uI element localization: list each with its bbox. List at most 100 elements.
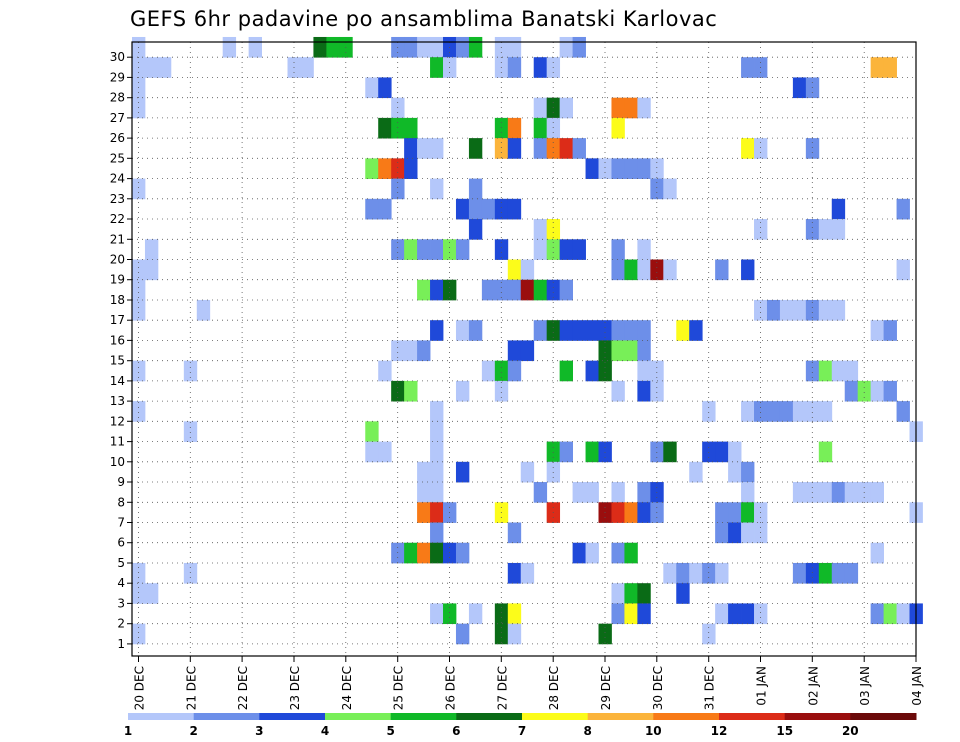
- heatmap-cell: [507, 138, 522, 159]
- heatmap-cell: [481, 198, 496, 220]
- heatmap-cell: [507, 259, 522, 281]
- heatmap-cell: [455, 198, 470, 220]
- colorbar-segment: [784, 713, 851, 720]
- heatmap-cell: [624, 340, 638, 362]
- heatmap-cell: [754, 299, 768, 321]
- heatmap-cell: [611, 320, 625, 341]
- heatmap-cell: [559, 138, 573, 159]
- heatmap-cell: [702, 441, 716, 463]
- heatmap-cell: [611, 259, 625, 281]
- heatmap-cell: [533, 138, 548, 159]
- heatmap-cell: [702, 401, 716, 422]
- heatmap-cell: [132, 259, 146, 281]
- heatmap-cell: [533, 219, 548, 240]
- y-tick-label: 22: [110, 212, 125, 226]
- chart-title: GEFS 6hr padavine po ansamblima Banatski…: [130, 7, 717, 31]
- heatmap-cell: [572, 542, 586, 564]
- heatmap-cell: [468, 178, 483, 200]
- heatmap-cell: [404, 239, 418, 260]
- heatmap-cell: [896, 259, 910, 281]
- heatmap-cell: [494, 360, 509, 382]
- y-axis-ticks: 1234567891011121314151617181920212223242…: [110, 50, 132, 651]
- heatmap-cell: [546, 320, 561, 341]
- heatmap-cell: [507, 623, 522, 645]
- heatmap-cell: [443, 279, 457, 301]
- heatmap-cell: [585, 482, 599, 503]
- heatmap-cell: [585, 320, 599, 341]
- y-tick-label: 24: [110, 172, 125, 186]
- heatmap-cell: [430, 239, 444, 260]
- heatmap-cell: [676, 583, 690, 604]
- heatmap-cell: [546, 279, 561, 301]
- colorbar-segment: [719, 713, 786, 720]
- heatmap-cell: [637, 502, 651, 523]
- heatmap-cell: [624, 502, 638, 523]
- heatmap-cell: [611, 340, 625, 362]
- heatmap-cell: [507, 562, 522, 584]
- heatmap-cell: [715, 603, 729, 625]
- heatmap-cell: [481, 360, 496, 382]
- heatmap-cell: [326, 36, 340, 58]
- colorbar-segment: [850, 713, 917, 720]
- heatmap-cell: [611, 158, 625, 179]
- heatmap-cell: [741, 522, 755, 544]
- heatmap-cell: [624, 542, 638, 564]
- heatmap-cell: [494, 138, 509, 159]
- heatmap-cell: [365, 158, 379, 179]
- heatmap-cell: [507, 57, 522, 78]
- heatmap-cell: [728, 603, 742, 625]
- heatmap-cell: [494, 198, 509, 220]
- heatmap-cell: [611, 603, 625, 625]
- x-tick-label: 25 DEC: [392, 666, 406, 710]
- heatmap-cell: [455, 239, 470, 260]
- x-tick-label: 01 JAN: [755, 666, 769, 706]
- heatmap-cell: [507, 603, 522, 625]
- heatmap-cell: [430, 279, 444, 301]
- heatmap-cell: [663, 259, 677, 281]
- heatmap-cell: [715, 522, 729, 544]
- heatmap-cell: [144, 239, 159, 260]
- heatmap-cell: [805, 562, 820, 584]
- colorbar-segment: [587, 713, 654, 720]
- heatmap-cell: [468, 320, 483, 341]
- heatmap-cell: [183, 360, 198, 382]
- heatmap-cell: [870, 380, 884, 402]
- heatmap-cell: [598, 360, 612, 382]
- heatmap-cell: [132, 401, 146, 422]
- heatmap-cell: [572, 138, 586, 159]
- heatmap-cell: [417, 340, 431, 362]
- y-tick-label: 14: [110, 374, 125, 388]
- heatmap-cell: [391, 158, 405, 179]
- heatmap-cell: [468, 603, 483, 625]
- heatmap-cell: [598, 623, 612, 645]
- heatmap-cell: [132, 583, 146, 604]
- x-tick-label: 02 JAN: [806, 666, 820, 706]
- heatmap-cell: [585, 441, 599, 463]
- y-tick-label: 4: [117, 576, 125, 590]
- heatmap-cell: [754, 603, 768, 625]
- heatmap-cell: [132, 178, 146, 200]
- heatmap-cell: [663, 562, 677, 584]
- y-tick-label: 9: [117, 475, 125, 489]
- heatmap-cell: [598, 158, 612, 179]
- heatmap-cell: [637, 583, 651, 604]
- y-tick-label: 16: [110, 333, 125, 347]
- x-tick-label: 23 DEC: [288, 666, 302, 710]
- heatmap-cell: [870, 57, 884, 78]
- heatmap-cell: [741, 259, 755, 281]
- heatmap-cell: [870, 542, 884, 564]
- heatmap-cell: [637, 482, 651, 503]
- heatmap-cell: [481, 279, 496, 301]
- heatmap-cell: [430, 603, 444, 625]
- colorbar-segment: [325, 713, 392, 720]
- heatmap-cell: [611, 97, 625, 119]
- heatmap-cell: [754, 138, 768, 159]
- heatmap-cell: [391, 239, 405, 260]
- y-tick-label: 11: [110, 435, 125, 449]
- heatmap-cell: [391, 340, 405, 362]
- x-tick-label: 30 DEC: [651, 666, 665, 710]
- heatmap-cell: [663, 178, 677, 200]
- heatmap-cell: [741, 482, 755, 503]
- y-tick-label: 23: [110, 192, 125, 206]
